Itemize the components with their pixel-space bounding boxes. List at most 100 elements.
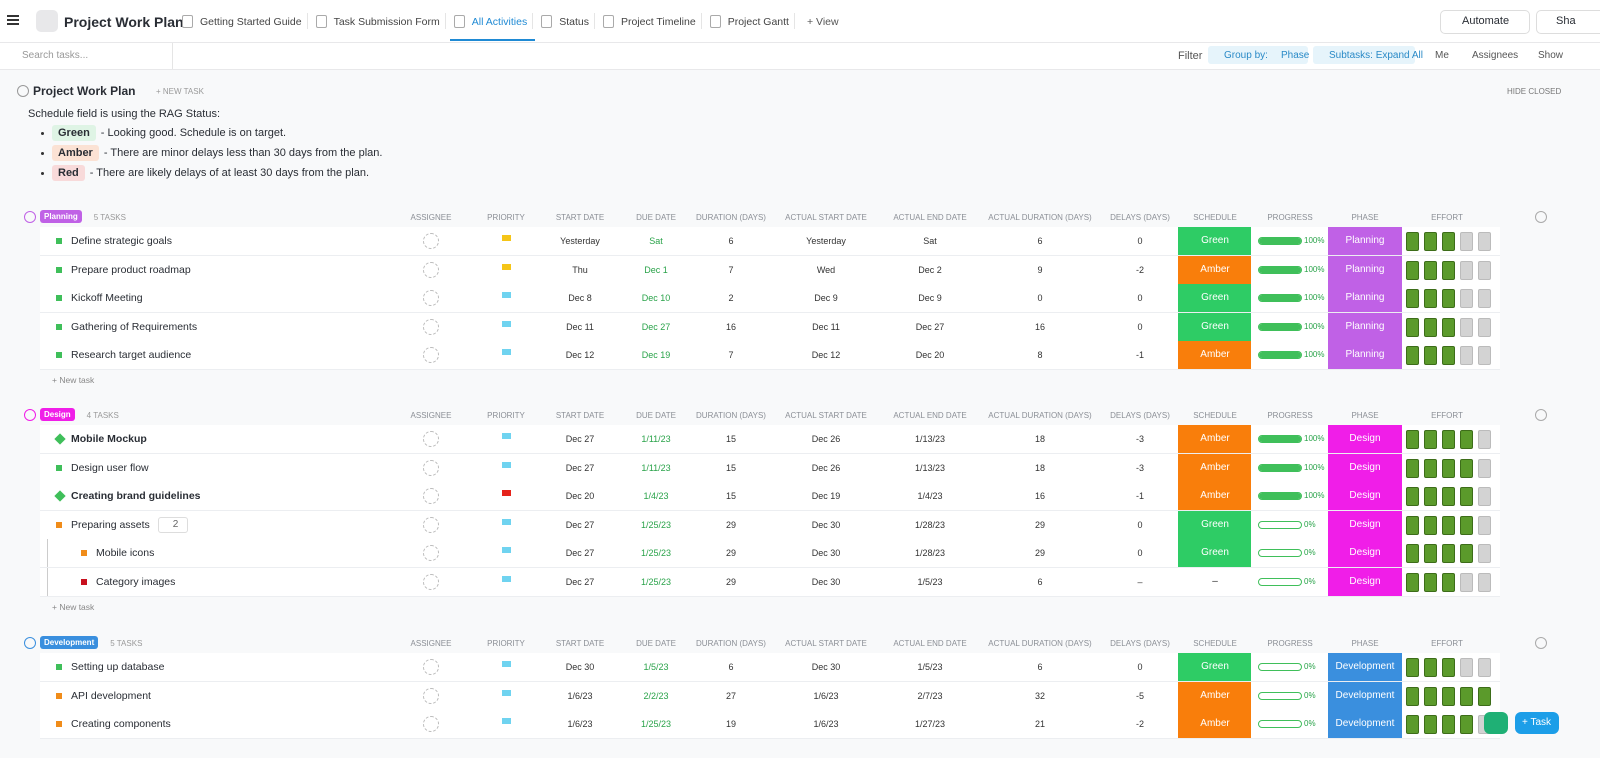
menu-icon[interactable] [7, 15, 19, 17]
new-task-link[interactable]: + New task [52, 601, 95, 612]
priority-flag[interactable] [502, 718, 511, 725]
new-task-link[interactable]: + New task [52, 375, 95, 385]
task-fab[interactable] [1515, 712, 1559, 734]
priority-flag[interactable] [502, 433, 511, 439]
effort-icon [1424, 686, 1437, 706]
priority-flag[interactable] [502, 490, 511, 497]
assignee-avatar[interactable] [423, 459, 439, 476]
phase-label: Design [1349, 576, 1381, 587]
assignees-button[interactable]: Assignees [1472, 50, 1519, 61]
cell-actual-duration: 29 [1034, 548, 1046, 559]
assignee-avatar[interactable] [423, 347, 439, 364]
effort-icon [1478, 289, 1491, 309]
tab[interactable]: Task Submission Form [333, 16, 440, 28]
task-name[interactable]: Preparing assets [71, 518, 150, 531]
collapse-icon[interactable] [17, 85, 29, 97]
tab[interactable]: Project Timeline [620, 16, 696, 28]
add-column[interactable] [1535, 409, 1547, 421]
search-input[interactable]: Search tasks... [22, 50, 89, 61]
add-column[interactable] [1535, 637, 1547, 649]
me-button[interactable]: Me [1435, 50, 1449, 61]
effort-icon [1406, 260, 1419, 280]
column-header: SCHEDULE [1193, 639, 1237, 648]
task-name[interactable]: Kickoff Meeting [71, 292, 143, 305]
task-row[interactable] [40, 681, 1500, 711]
task-row[interactable] [40, 653, 1500, 682]
priority-flag[interactable] [502, 576, 511, 582]
priority-flag[interactable] [502, 235, 511, 241]
group-by-chip[interactable] [1208, 46, 1308, 64]
cell-actual-duration: 16 [1034, 491, 1046, 502]
assignee-avatar[interactable] [423, 488, 439, 505]
assignee-avatar[interactable] [423, 516, 439, 533]
cell-delays: -5 [1135, 690, 1145, 701]
task-row[interactable] [40, 425, 1500, 454]
new-task-link[interactable]: + NEW TASK [156, 87, 204, 96]
assignee-avatar[interactable] [423, 659, 439, 675]
assignee-avatar[interactable] [423, 290, 439, 307]
show-button[interactable]: Show [1538, 50, 1564, 61]
subtasks-chip[interactable] [1313, 46, 1415, 64]
group-toggle[interactable] [24, 409, 36, 421]
task-row[interactable] [40, 341, 1500, 371]
priority-flag[interactable] [502, 349, 511, 356]
task-row[interactable] [40, 568, 1500, 597]
task-row[interactable] [40, 284, 1500, 314]
hide-closed[interactable]: HIDE CLOSED [1507, 87, 1562, 96]
task-name[interactable]: Mobile icons [96, 547, 155, 560]
task-name[interactable]: API development [71, 689, 151, 702]
timer-button[interactable] [1484, 712, 1508, 734]
task-row[interactable] [40, 255, 1500, 285]
assignee-avatar[interactable] [423, 318, 439, 335]
filter-button[interactable]: Filter [1178, 50, 1203, 62]
priority-flag[interactable] [502, 547, 511, 554]
tab[interactable]: Getting Started Guide [200, 16, 302, 28]
group-toggle[interactable] [24, 637, 36, 649]
cell-start: Dec 11 [566, 321, 594, 332]
task-row[interactable] [40, 710, 1500, 740]
task-name[interactable]: Creating brand guidelines [71, 490, 201, 503]
priority-flag[interactable] [502, 461, 511, 468]
effort-icon [1460, 515, 1473, 535]
automate-button[interactable] [1440, 10, 1530, 34]
task-name[interactable]: Mobile Mockup [71, 433, 147, 445]
priority-flag[interactable] [502, 518, 511, 525]
task-row[interactable] [40, 539, 1500, 569]
task-name[interactable]: Prepare product roadmap [71, 263, 191, 276]
tab[interactable]: Project Gantt [727, 16, 789, 28]
task-name[interactable]: Design user flow [71, 461, 149, 474]
assignee-avatar[interactable] [423, 431, 439, 447]
priority-flag[interactable] [502, 263, 511, 270]
cell-due: Dec 19 [641, 350, 671, 361]
assignee-avatar[interactable] [423, 716, 439, 733]
priority-flag[interactable] [502, 689, 511, 696]
assignee-avatar[interactable] [423, 687, 439, 704]
task-row[interactable] [40, 312, 1500, 342]
task-name[interactable]: Setting up database [71, 661, 165, 673]
assignee-avatar[interactable] [423, 545, 439, 562]
task-row[interactable] [40, 453, 1500, 483]
share-button[interactable] [1536, 10, 1600, 34]
schedule-cell [1178, 510, 1251, 539]
task-name[interactable]: Define strategic goals [71, 235, 172, 247]
task-row[interactable] [40, 482, 1500, 512]
task-name[interactable]: Category images [96, 576, 176, 588]
task-name[interactable]: Creating components [71, 718, 171, 731]
cell-actual-start: Wed [816, 264, 836, 275]
assignee-avatar[interactable] [423, 233, 439, 249]
task-name[interactable]: Gathering of Requirements [71, 320, 198, 333]
tab[interactable]: Status [559, 16, 589, 28]
assignee-avatar[interactable] [423, 261, 439, 278]
phase-label: Planning [1345, 235, 1385, 246]
task-row[interactable] [40, 510, 1500, 540]
task-name[interactable]: Research target audience [71, 349, 192, 362]
add-column[interactable] [1535, 211, 1547, 223]
tab[interactable]: All Activities [471, 16, 528, 28]
group-toggle[interactable] [24, 211, 36, 223]
priority-flag[interactable] [502, 661, 511, 667]
task-row[interactable] [40, 227, 1500, 256]
assignee-avatar[interactable] [423, 574, 439, 590]
add-view[interactable]: + View [806, 16, 839, 28]
priority-flag[interactable] [502, 292, 511, 299]
priority-flag[interactable] [502, 320, 511, 327]
